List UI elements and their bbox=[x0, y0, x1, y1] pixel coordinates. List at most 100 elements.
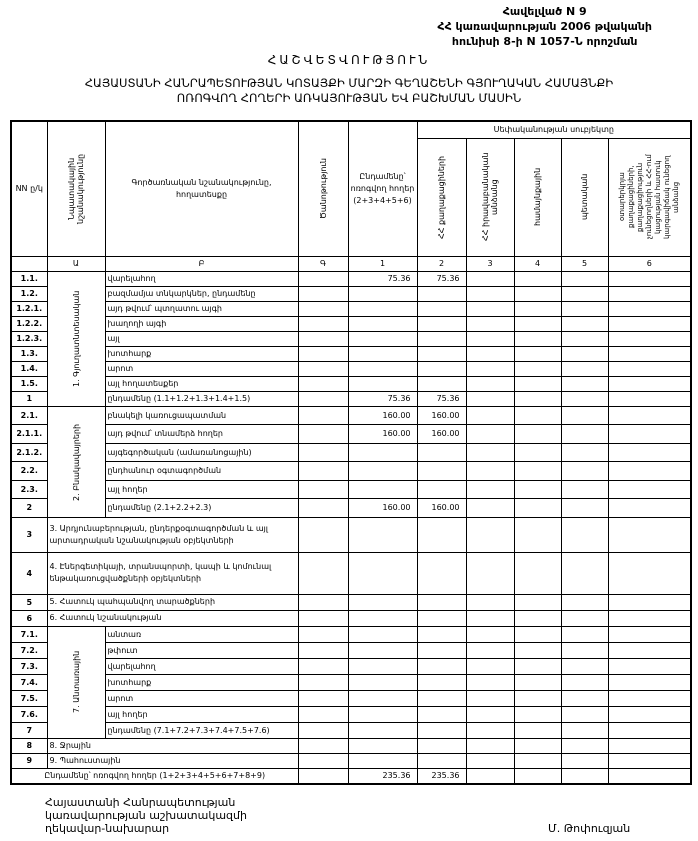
value-cell bbox=[513, 270, 562, 287]
value-cell bbox=[465, 390, 515, 407]
value-cell bbox=[416, 752, 467, 769]
table-row: 1 ընդամենը (1.1+1.2+1.3+1.4+1.5) 75.36 75.3… bbox=[10, 390, 692, 407]
header-c4: համայնքային bbox=[513, 137, 562, 257]
column-letter: 1 bbox=[347, 255, 418, 272]
value-cell bbox=[347, 315, 418, 332]
value-cell bbox=[347, 625, 418, 643]
value-cell bbox=[607, 705, 692, 723]
footer-line-3: ղեկավար-նախարար bbox=[45, 822, 170, 835]
note-cell bbox=[297, 360, 349, 377]
value-cell bbox=[465, 689, 515, 707]
table-row: 1.2.1. այդ թվում՝ պտղատու այգի bbox=[10, 300, 692, 317]
value-cell bbox=[347, 461, 418, 481]
group-label-text: 7. Անտառային bbox=[71, 650, 81, 714]
annex-reference: Հավելված N 9 ՀՀ կառավարության 2006 թվակա… bbox=[437, 4, 652, 49]
row-label: խոտհարք bbox=[104, 673, 299, 691]
row-number: 1 bbox=[10, 390, 48, 407]
table-row: 1.2.2. խաղողի այգի bbox=[10, 315, 692, 332]
value-cell bbox=[607, 300, 692, 317]
table-row: 3 3. Արդյունաբերության, ընդերքօգտագործման… bbox=[10, 516, 692, 553]
value-cell bbox=[513, 752, 562, 769]
value-cell bbox=[513, 705, 562, 723]
value-cell bbox=[560, 285, 609, 302]
table-row: 1.2.3. այլ bbox=[10, 330, 692, 347]
value-cell bbox=[607, 315, 692, 332]
value-cell bbox=[607, 270, 692, 287]
row-label: ընդամենը (2.1+2.2+2.3) bbox=[104, 498, 299, 518]
row-number: 2.1.2. bbox=[10, 442, 48, 462]
value-cell bbox=[465, 721, 515, 739]
note-cell bbox=[297, 593, 349, 611]
value-cell bbox=[560, 270, 609, 287]
value-cell: 160.00 bbox=[416, 498, 467, 518]
value-cell bbox=[607, 479, 692, 499]
row-label: 4. Էներգետիկայի, տրանսպորտի, կապի և կոմո… bbox=[46, 551, 299, 595]
value-cell bbox=[416, 657, 467, 675]
land-report-table: NN ը/կ Նպատակային նշանակությունը Գործառն… bbox=[10, 120, 693, 785]
value-cell bbox=[347, 479, 418, 499]
value-cell bbox=[513, 405, 562, 425]
header-c3: ՀՀ իրավաբանական անձանց bbox=[465, 137, 515, 257]
row-label: արոտ bbox=[104, 360, 299, 377]
value-cell bbox=[465, 442, 515, 462]
footer-line-2: կառավարության աշխատակազմի bbox=[45, 809, 247, 822]
value-cell bbox=[607, 498, 692, 518]
table-row: 4 4. Էներգետիկայի, տրանսպորտի, կապի և կոմ… bbox=[10, 551, 692, 595]
annex-line-1: Հավելված N 9 bbox=[502, 5, 587, 18]
value-cell bbox=[416, 625, 467, 643]
value-cell bbox=[513, 516, 562, 553]
value-cell bbox=[513, 609, 562, 627]
row-label: այլ հողեր bbox=[104, 705, 299, 723]
row-label: 6. Հատուկ նշանակության bbox=[46, 609, 299, 627]
value-cell bbox=[347, 705, 418, 723]
table-row: 1.1. 1. Գյուղատնտեսական վարելահող 75.36 75.3… bbox=[10, 270, 692, 407]
value-cell bbox=[347, 593, 418, 611]
row-label: 9. Պահուստային bbox=[46, 752, 299, 769]
value-cell bbox=[607, 689, 692, 707]
header-ownership: Սեփականության սուբյեկտը bbox=[416, 120, 692, 139]
table-row: 7.5. արոտ bbox=[10, 689, 692, 707]
header-total: Ընդամենը՝ ոռոգվող հողեր (2+3+4+5+6) bbox=[347, 120, 418, 257]
value-cell bbox=[347, 737, 418, 754]
value-cell bbox=[513, 300, 562, 317]
table-row: 6 6. Հատուկ նշանակության bbox=[10, 609, 692, 627]
value-cell bbox=[560, 737, 609, 754]
subtitle-line-2: ՈՌՈԳՎՈՂ ՀՈՂԵՐԻ ԱՌԿԱՅՈՒԹՅԱՆ ԵՎ ԲԱՇԽՄԱՆ ՄԱ… bbox=[176, 91, 522, 105]
value-cell bbox=[560, 461, 609, 481]
value-cell bbox=[465, 737, 515, 754]
value-cell: 235.36 bbox=[347, 767, 418, 784]
row-number: 3 bbox=[10, 516, 48, 553]
note-cell bbox=[297, 424, 349, 444]
table-row: 7.4. խոտհարք bbox=[10, 673, 692, 691]
header-note: Ծանոթություն bbox=[297, 120, 349, 257]
note-cell bbox=[297, 752, 349, 769]
row-number: 1.2.2. bbox=[10, 315, 48, 332]
column-letter: 3 bbox=[465, 255, 515, 272]
value-cell bbox=[416, 721, 467, 739]
row-label: ընդամենը (7.1+7.2+7.3+7.4+7.5+7.6) bbox=[104, 721, 299, 739]
value-cell bbox=[607, 461, 692, 481]
table-row: 7.1. 7. Անտառային անտառ bbox=[10, 625, 692, 739]
value-cell bbox=[513, 767, 562, 784]
group-label: 2. Բնակավայրերի bbox=[46, 405, 106, 518]
value-cell bbox=[465, 498, 515, 518]
value-cell bbox=[347, 360, 418, 377]
row-label: խոտհարք bbox=[104, 345, 299, 362]
row-number: 7.5. bbox=[10, 689, 48, 707]
value-cell bbox=[416, 315, 467, 332]
value-cell bbox=[513, 461, 562, 481]
note-cell bbox=[297, 498, 349, 518]
value-cell bbox=[416, 285, 467, 302]
value-cell bbox=[607, 442, 692, 462]
value-cell bbox=[513, 593, 562, 611]
value-cell bbox=[513, 625, 562, 643]
value-cell bbox=[560, 593, 609, 611]
value-cell: 160.00 bbox=[347, 498, 418, 518]
value-cell bbox=[513, 375, 562, 392]
row-number: 2.1.1. bbox=[10, 424, 48, 444]
value-cell bbox=[560, 479, 609, 499]
column-letter: 2 bbox=[416, 255, 467, 272]
row-number: 8 bbox=[10, 737, 48, 754]
value-cell bbox=[513, 390, 562, 407]
